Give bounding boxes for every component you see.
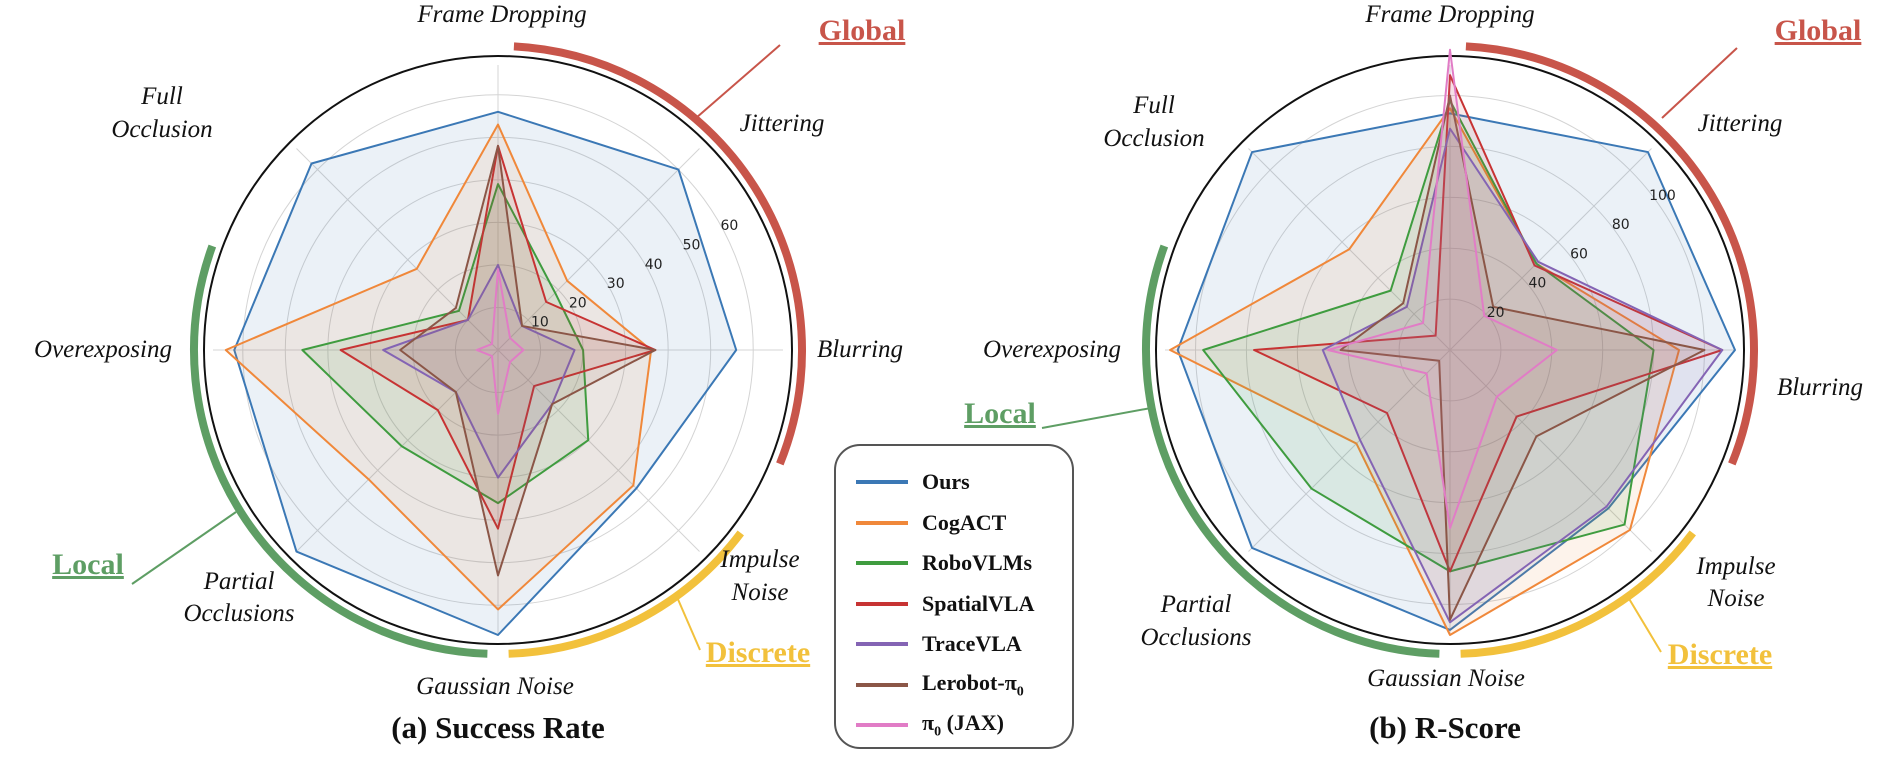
axis-label-full-occlusion: Full Occlusion [1103,92,1204,152]
grid-spoke [296,349,499,552]
group-band-global [513,42,806,466]
legend-item-ours: Ours [856,462,1072,503]
grid-spoke [497,148,700,351]
group-band-discrete [508,530,744,658]
axis-label-blurring: Blurring [1777,374,1863,401]
group-label-global: Global [1775,14,1862,47]
group-connector-local [1041,407,1152,429]
legend: Ours CogACT RoboVLMs SpatialVLA TraceVLA Lero… [834,444,1074,749]
series-polygon-robovlms [301,183,590,505]
axis-label-frame-dropping: Frame Dropping [1364,1,1534,28]
group-band-local [190,244,488,658]
legend-item-robovlms: RoboVLMs [856,543,1072,584]
group-label-discrete: Discrete [706,636,810,669]
legend-label: RoboVLMs [922,550,1033,576]
legend-swatch [856,642,908,647]
legend-swatch [856,561,908,566]
radar-panel-success-rate: Global Discrete Local 10 20 30 40 50 60 Frame Dro… [34,1,905,745]
series-polygon-ours [1176,112,1736,631]
group-connector-global [1661,47,1738,119]
legend-swatch [856,480,908,485]
grid-spoke [1449,349,1652,552]
tick-label: 40 [645,257,663,273]
axis-label-impulse-noise: Impulse Noise [719,546,799,606]
legend-swatch [856,601,908,606]
tick-label: 60 [1570,246,1588,262]
legend-swatch [856,520,908,525]
axis-label-blurring: Blurring [817,336,903,363]
group-connector-local [131,511,237,585]
group-connector-global [695,44,781,119]
group-band-discrete [1460,530,1696,658]
legend-label: TraceVLA [922,631,1022,657]
legend-item-tracevla: TraceVLA [856,624,1072,665]
legend-item-spatialvla: SpatialVLA [856,584,1072,625]
group-label-local: Local [52,548,124,581]
legend-label: π0 (JAX) [922,710,1004,740]
tick-label: 10 [531,315,549,331]
outer-ring [203,55,793,645]
legend-swatch [856,723,908,728]
group-connector-discrete [1627,596,1662,653]
tick-label: 60 [720,218,738,234]
tick-label: 20 [1487,305,1505,321]
grid-spoke [296,148,499,351]
series-polygon-lerobot-pi0 [399,144,657,577]
tick-label: 50 [683,237,701,253]
panel-title: (b) R-Score [1369,710,1521,745]
tick-label: 100 [1649,188,1676,204]
legend-label: CogACT [922,509,1007,535]
series-polygon-pi0-jax [475,268,525,415]
legend-label: Ours [922,469,970,495]
series-polygon-spatialvla [1253,74,1724,573]
legend-item-pi0-jax: π0 (JAX) [856,705,1072,746]
axis-label-frame-dropping: Frame Dropping [416,1,586,28]
axis-label-overexposing: Overexposing [983,336,1121,363]
legend-item-cogact: CogACT [856,503,1072,544]
axis-label-jittering: Jittering [1698,110,1783,137]
tick-label: 20 [569,295,587,311]
axis-label-impulse-noise: Impulse Noise [1695,553,1775,612]
group-label-local: Local [964,397,1036,430]
legend-swatch [856,682,908,687]
axis-label-partial-occlusions: Partial Occlusions [1140,591,1251,651]
grid-spoke [497,349,700,552]
group-label-global: Global [819,14,906,47]
panel-title: (a) Success Rate [391,710,605,745]
axis-label-overexposing: Overexposing [34,336,172,363]
legend-item-lerobot-pi0: Lerobot-π0 [856,665,1072,706]
axis-label-jittering: Jittering [740,110,825,137]
series-polygon-ours [233,110,738,636]
axis-label-gaussian-noise: Gaussian Noise [416,673,574,700]
group-band-global [1465,42,1758,466]
legend-label: SpatialVLA [922,590,1035,616]
group-label-discrete: Discrete [1668,638,1772,671]
axis-label-gaussian-noise: Gaussian Noise [1367,665,1525,692]
radar-panel-r-score: Global Discrete Local 20 40 60 80 100 Frame Drop… [964,1,1863,745]
tick-label: 80 [1612,217,1630,233]
axis-label-full-occlusion: Full Occlusion [111,83,212,143]
series-polygon-pi0-jax [1326,48,1558,530]
series-polygon-cogact [224,123,653,611]
axis-label-partial-occlusions: Partial Occlusions [183,568,294,627]
group-connector-discrete [676,596,701,651]
tick-label: 30 [607,276,625,292]
series-polygon-cogact [1169,107,1681,636]
series-polygon-tracevla [382,263,576,479]
tick-label: 40 [1528,276,1546,292]
grid-spoke [1248,349,1451,552]
legend-label: Lerobot-π0 [922,669,1024,699]
group-band-local [1142,244,1440,658]
